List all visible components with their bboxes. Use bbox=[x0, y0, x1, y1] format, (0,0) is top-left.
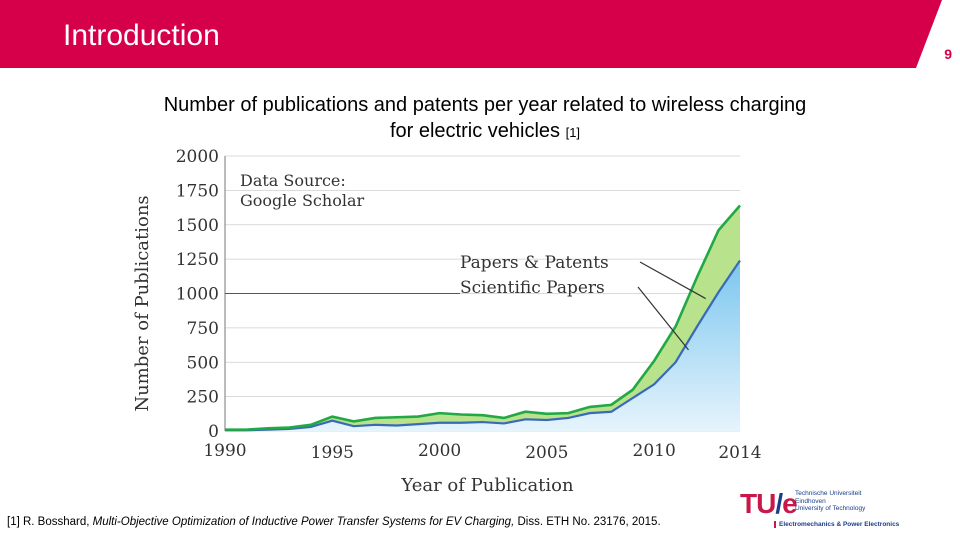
y-tick-label-500: 500 bbox=[187, 353, 219, 373]
page-number: 9 bbox=[944, 46, 952, 62]
dept-label: Electromechanics & Power Electronics bbox=[774, 521, 899, 528]
line-papers-patents bbox=[225, 204, 741, 431]
x-axis-label: Year of Publication bbox=[400, 475, 574, 495]
header-shape bbox=[0, 0, 942, 68]
tue-logo-mark: TU/e bbox=[740, 488, 798, 520]
source-annotation-line-2: Google Scholar bbox=[240, 191, 364, 210]
tue-logo-text: Technische Universiteit Eindhoven Univer… bbox=[795, 490, 875, 513]
y-tick-label-1750: 1750 bbox=[176, 181, 219, 201]
area-scientific-papers bbox=[225, 260, 740, 431]
series-label-2: Scientific Papers bbox=[460, 278, 605, 298]
y-tick-label-250: 250 bbox=[187, 388, 219, 408]
chart-title-citation: [1] bbox=[565, 125, 581, 140]
y-tick-label-2000: 2000 bbox=[176, 147, 219, 167]
logo-line-3: University of Technology bbox=[795, 505, 866, 512]
logo-line-2: Eindhoven bbox=[795, 497, 826, 505]
series-leader-1 bbox=[639, 261, 706, 300]
chart-title: Number of publications and patents per y… bbox=[150, 92, 820, 146]
footnote-title: Multi-Objective Optimization of Inductiv… bbox=[92, 516, 515, 528]
logo-mark-slash: / bbox=[775, 488, 783, 519]
x-tick-label-2000: 2000 bbox=[418, 441, 461, 461]
x-tick-label-1990: 1990 bbox=[203, 441, 246, 461]
y-tick-label-1250: 1250 bbox=[176, 250, 219, 270]
series-leader-2 bbox=[637, 286, 689, 351]
x-tick-label-1995: 1995 bbox=[311, 443, 354, 463]
tue-logo: TU/e Technische Universiteit Eindhoven U… bbox=[740, 488, 910, 534]
publications-chart: 0 250 500 750 1000 1250 1500 1750 2000 1990 1995 20… bbox=[132, 147, 762, 495]
source-annotation-line-1: Data Source: bbox=[240, 171, 346, 190]
footnote-suffix: Diss. ETH No. 23176, 2015. bbox=[514, 516, 661, 528]
y-tick-label-0: 0 bbox=[208, 422, 219, 442]
footnote-prefix: [1] R. Bosshard, bbox=[7, 516, 93, 528]
y-tick-label-750: 750 bbox=[187, 319, 219, 339]
series-label-1: Papers & Patents bbox=[460, 253, 609, 273]
y-tick-label-1000: 1000 bbox=[176, 285, 219, 305]
logo-line-1: Technische Universiteit bbox=[795, 490, 862, 497]
y-axis-label: Number of Publications bbox=[132, 195, 153, 411]
footnote: [1] R. Bosshard, Multi-Objective Optimiz… bbox=[7, 516, 661, 528]
header-bar: Introduction bbox=[0, 0, 960, 68]
line-scientific-papers bbox=[225, 259, 741, 432]
y-tick-label-1500: 1500 bbox=[176, 216, 219, 236]
x-tick-label-2014: 2014 bbox=[718, 443, 761, 463]
slide-title: Introduction bbox=[63, 19, 220, 52]
logo-mark-e: e bbox=[782, 488, 798, 519]
x-tick-label-2010: 2010 bbox=[633, 441, 676, 461]
x-tick-label-2005: 2005 bbox=[525, 443, 568, 463]
logo-mark-tu: TU bbox=[740, 488, 776, 519]
chart-title-text: Number of publications and patents per y… bbox=[163, 94, 807, 142]
